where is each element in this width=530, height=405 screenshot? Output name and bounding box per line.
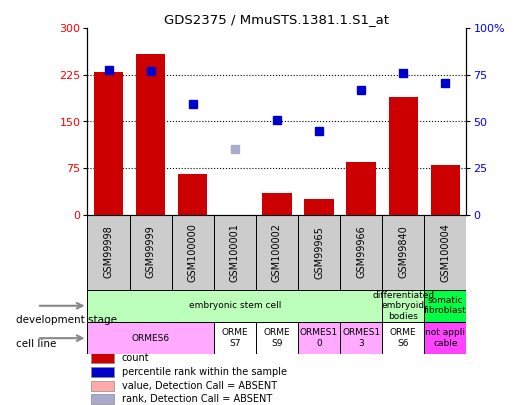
- Text: GSM100004: GSM100004: [440, 223, 450, 281]
- Bar: [214, 322, 256, 354]
- Bar: [87, 290, 382, 322]
- Text: differentiated
embryoid
bodies: differentiated embryoid bodies: [372, 291, 434, 321]
- Text: GSM99840: GSM99840: [398, 226, 408, 279]
- Bar: [91, 394, 114, 405]
- Bar: [256, 322, 298, 354]
- Text: ORMES1
0: ORMES1 0: [300, 328, 338, 348]
- Text: not appli
cable: not appli cable: [426, 328, 465, 348]
- Bar: [382, 290, 425, 322]
- Bar: [262, 193, 292, 215]
- Bar: [425, 215, 466, 290]
- Bar: [256, 215, 298, 290]
- Bar: [382, 322, 425, 354]
- Text: cell line: cell line: [16, 339, 56, 349]
- Text: ORME
S9: ORME S9: [263, 328, 290, 348]
- Bar: [91, 367, 114, 377]
- Bar: [87, 322, 214, 354]
- Bar: [298, 215, 340, 290]
- Bar: [425, 322, 466, 354]
- Text: GSM100000: GSM100000: [188, 223, 198, 281]
- Text: ORMES1
3: ORMES1 3: [342, 328, 380, 348]
- Text: value, Detection Call = ABSENT: value, Detection Call = ABSENT: [121, 381, 277, 391]
- Text: GSM99998: GSM99998: [103, 226, 113, 279]
- Bar: [382, 215, 425, 290]
- Text: GSM99965: GSM99965: [314, 226, 324, 279]
- Text: ORME
S6: ORME S6: [390, 328, 417, 348]
- Bar: [178, 174, 207, 215]
- Bar: [91, 381, 114, 391]
- Text: percentile rank within the sample: percentile rank within the sample: [121, 367, 287, 377]
- Bar: [388, 97, 418, 215]
- Text: GSM99966: GSM99966: [356, 226, 366, 279]
- Text: GSM99999: GSM99999: [146, 226, 156, 279]
- Bar: [340, 215, 382, 290]
- Text: GSM100001: GSM100001: [230, 223, 240, 281]
- Bar: [347, 162, 376, 215]
- Bar: [87, 215, 129, 290]
- Text: embryonic stem cell: embryonic stem cell: [189, 301, 281, 310]
- Text: somatic
fibroblast: somatic fibroblast: [424, 296, 467, 315]
- Bar: [136, 54, 165, 215]
- Bar: [298, 322, 340, 354]
- Text: ORME
S7: ORME S7: [222, 328, 248, 348]
- Text: count: count: [121, 354, 149, 363]
- Text: GSM100002: GSM100002: [272, 223, 282, 281]
- Bar: [91, 353, 114, 364]
- Text: development stage: development stage: [16, 315, 117, 325]
- Title: GDS2375 / MmuSTS.1381.1.S1_at: GDS2375 / MmuSTS.1381.1.S1_at: [164, 13, 390, 26]
- Text: ORMES6: ORMES6: [131, 334, 170, 343]
- Bar: [172, 215, 214, 290]
- Bar: [425, 290, 466, 322]
- Bar: [430, 165, 460, 215]
- Bar: [129, 215, 172, 290]
- Bar: [94, 72, 123, 215]
- Text: rank, Detection Call = ABSENT: rank, Detection Call = ABSENT: [121, 394, 272, 405]
- Bar: [304, 199, 334, 215]
- Bar: [214, 215, 256, 290]
- Bar: [340, 322, 382, 354]
